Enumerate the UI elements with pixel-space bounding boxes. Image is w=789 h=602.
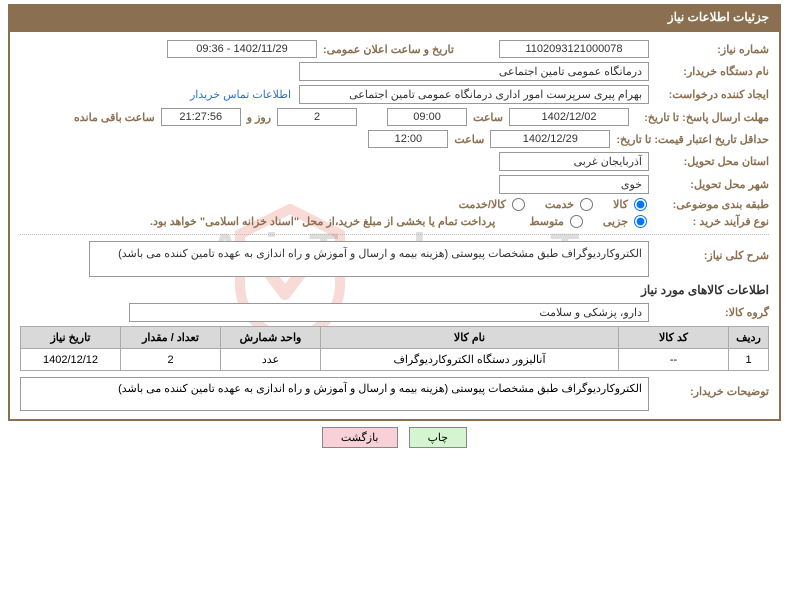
cell-date: 1402/12/12	[21, 349, 121, 371]
page-title-bar: جزئیات اطلاعات نیاز	[8, 4, 781, 30]
buyer-desc-value: الکتروکاردیوگراف طبق مشخصات پیوستی (هزین…	[20, 377, 649, 411]
items-section-title: اطلاعات کالاهای مورد نیاز	[20, 283, 769, 297]
cell-code: --	[619, 349, 729, 371]
th-name: نام کالا	[321, 327, 619, 349]
process-radio-group: جزیی متوسط	[515, 215, 649, 228]
buyer-org-label: نام دستگاه خریدار:	[649, 65, 769, 78]
summary-value: الکتروکاردیوگراف طبق مشخصات پیوستی (هزین…	[89, 241, 649, 277]
button-row: چاپ بازگشت	[0, 427, 789, 448]
deadline-remaining-time: 21:27:56	[161, 108, 241, 126]
cell-idx: 1	[729, 349, 769, 371]
deadline-date: 1402/12/02	[509, 108, 629, 126]
th-code: کد کالا	[619, 327, 729, 349]
print-button[interactable]: چاپ	[409, 427, 468, 448]
goods-group-label: گروه کالا:	[649, 306, 769, 319]
cell-name: آنالیزور دستگاه الکتروکاردیوگراف	[321, 349, 619, 371]
process-opt2: متوسط	[529, 215, 564, 228]
divider-1	[20, 234, 769, 235]
th-row: ردیف	[729, 327, 769, 349]
validity-time-label: ساعت	[454, 133, 484, 146]
deadline-days-label: روز و	[247, 111, 271, 124]
validity-date: 1402/12/29	[490, 130, 610, 148]
items-table: ردیف کد کالا نام کالا واحد شمارش تعداد /…	[20, 326, 769, 371]
deadline-remaining-label: ساعت باقی مانده	[74, 111, 155, 124]
process-label: نوع فرآیند خرید :	[649, 215, 769, 228]
goods-group-value: دارو، پزشکی و سلامت	[129, 303, 649, 322]
form-frame: شماره نیاز: 1102093121000078 تاریخ و ساع…	[8, 30, 781, 421]
validity-label: حداقل تاریخ اعتبار قیمت: تا تاریخ:	[610, 133, 769, 146]
payment-note: پرداخت تمام یا بخشی از مبلغ خرید،از محل …	[150, 215, 495, 228]
process-radio-medium[interactable]	[570, 215, 583, 228]
category-radio-both[interactable]	[512, 198, 525, 211]
province-label: استان محل تحویل:	[649, 155, 769, 168]
validity-time: 12:00	[368, 130, 448, 148]
process-radio-minor[interactable]	[634, 215, 647, 228]
deadline-days: 2	[277, 108, 357, 126]
th-qty: تعداد / مقدار	[121, 327, 221, 349]
category-label: طبقه بندی موضوعی:	[649, 198, 769, 211]
category-opt3: کالا/خدمت	[459, 198, 506, 211]
th-date: تاریخ نیاز	[21, 327, 121, 349]
summary-label: شرح کلی نیاز:	[649, 241, 769, 262]
category-radio-service[interactable]	[580, 198, 593, 211]
requester-label: ایجاد کننده درخواست:	[649, 88, 769, 101]
table-row: 1 -- آنالیزور دستگاه الکتروکاردیوگراف عد…	[21, 349, 769, 371]
category-opt2: خدمت	[545, 198, 574, 211]
buyer-desc-label: توضیحات خریدار:	[649, 377, 769, 398]
category-radio-group: کالا خدمت کالا/خدمت	[445, 198, 649, 211]
need-number-label: شماره نیاز:	[649, 43, 769, 56]
city-value: خوی	[499, 175, 649, 194]
category-opt1: کالا	[613, 198, 628, 211]
announce-value: 1402/11/29 - 09:36	[167, 40, 317, 58]
back-button[interactable]: بازگشت	[322, 427, 398, 448]
page-title: جزئیات اطلاعات نیاز	[668, 10, 769, 24]
city-label: شهر محل تحویل:	[649, 178, 769, 191]
announce-label: تاریخ و ساعت اعلان عمومی:	[323, 43, 493, 56]
cell-unit: عدد	[221, 349, 321, 371]
deadline-label: مهلت ارسال پاسخ: تا تاریخ:	[629, 111, 769, 124]
deadline-time-label: ساعت	[473, 111, 503, 124]
need-number-value: 1102093121000078	[499, 40, 649, 58]
buyer-org-value: درمانگاه عمومی تامین اجتماعی	[299, 62, 649, 81]
process-opt1: جزیی	[603, 215, 628, 228]
th-unit: واحد شمارش	[221, 327, 321, 349]
deadline-time: 09:00	[387, 108, 467, 126]
province-value: آذربایجان غربی	[499, 152, 649, 171]
category-radio-goods[interactable]	[634, 198, 647, 211]
requester-value: بهرام پیری سرپرست امور اداری درمانگاه عم…	[299, 85, 649, 104]
cell-qty: 2	[121, 349, 221, 371]
buyer-contact-link[interactable]: اطلاعات تماس خریدار	[190, 88, 291, 101]
